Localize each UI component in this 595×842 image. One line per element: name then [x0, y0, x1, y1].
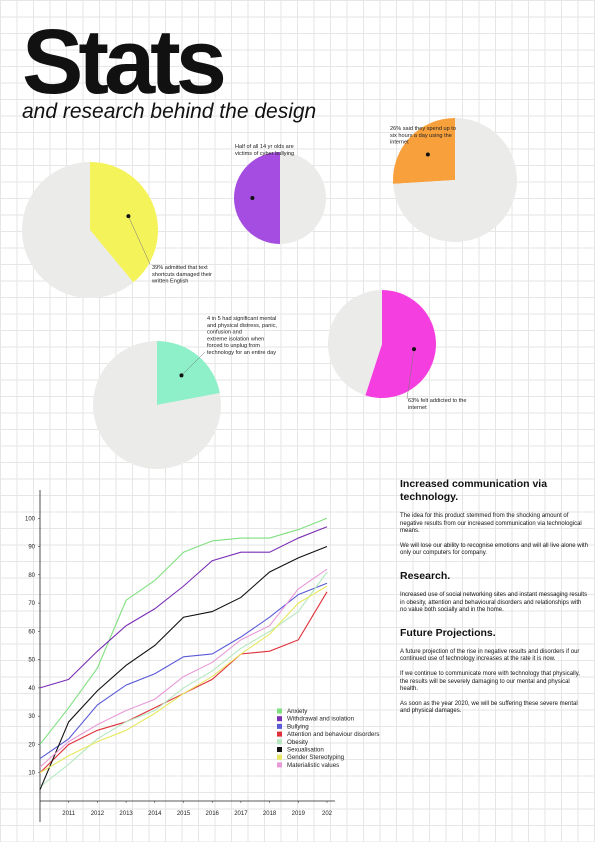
annotation: shortcuts damaged their [152, 272, 212, 278]
marker-dot [412, 347, 417, 352]
pie-slice [393, 118, 455, 184]
pie-slice [280, 152, 326, 244]
y-tick-label: 100 [25, 516, 36, 522]
legend-swatch [277, 747, 282, 752]
annotation: Half of all 14 yr olds are [235, 144, 294, 150]
data-line [39, 546, 328, 790]
data-line [39, 526, 328, 689]
x-tick-label: 2011 [62, 811, 76, 817]
section-paragraph: If we continue to communicate more with … [400, 670, 580, 693]
y-tick-label: 90 [28, 545, 35, 551]
annotation: confusion and [207, 330, 242, 336]
annotation: forced to unplug from [207, 343, 260, 349]
marker-dot [126, 214, 131, 219]
x-tick-label: 2018 [263, 811, 277, 817]
y-tick-label: 50 [28, 658, 35, 664]
section-paragraph: We will lose our ability to recognise em… [400, 542, 588, 557]
data-line [39, 571, 328, 788]
legend-label: Withdrawal and isolation [287, 716, 355, 723]
data-line [39, 568, 328, 768]
section-paragraph: Increased use of social networking sites… [400, 591, 588, 614]
marker-dot [250, 196, 255, 200]
section-paragraph: A future projection of the rise in negat… [400, 648, 580, 663]
section-heading: Increased communication via technology. [400, 478, 548, 503]
legend-label: Anxiety [287, 708, 308, 715]
annotation: 26% said they spend up to [390, 126, 456, 132]
legend-swatch [277, 716, 282, 722]
leader-line [181, 351, 206, 376]
y-tick-label: 40 [28, 686, 35, 692]
annotation: extreme isolation when [207, 336, 264, 342]
leader-line [406, 349, 415, 400]
y-tick-label: 70 [28, 601, 35, 607]
x-tick-label: 2013 [119, 811, 133, 817]
legend-label: Gender Stereotyping [287, 754, 345, 761]
page-title: Stats [22, 11, 227, 113]
section: Increased communication via technology. T… [400, 478, 588, 558]
pie-slice [327, 290, 382, 396]
marker-dot [425, 152, 430, 157]
y-tick-label: 20 [28, 742, 35, 748]
pie-slice [93, 341, 221, 469]
y-tick-label: 30 [28, 714, 35, 720]
section-paragraph: The idea for this product stemmed from t… [400, 513, 582, 535]
pie-slice [90, 162, 159, 283]
legend-swatch [277, 739, 282, 745]
annotation: 39% admitted that text [152, 265, 208, 271]
legend-label: Sexualisation [287, 747, 324, 754]
pie-slice [234, 152, 280, 244]
x-tick-label: 2019 [292, 811, 306, 817]
pie-slice [157, 341, 220, 405]
x-tick-label: 2012 [91, 811, 105, 817]
annotation: victims of cyber bullying [235, 151, 294, 157]
pie-slice [365, 290, 437, 399]
x-tick-label: 2017 [234, 811, 248, 817]
y-tick-label: 10 [28, 771, 35, 777]
legend-swatch [277, 723, 282, 729]
text-column: Increased communication via technology. T… [400, 478, 588, 728]
legend-swatch [277, 754, 282, 760]
legend-label: Attention and behaviour disorders [287, 731, 380, 738]
y-tick-label: 80 [28, 573, 35, 579]
section-heading: Research. [400, 569, 451, 582]
annotation: internet [390, 140, 409, 146]
legend-swatch [277, 731, 282, 737]
annotation: 4 in 5 had significant mental [207, 316, 276, 322]
section: Research. Increased use of social network… [400, 570, 588, 615]
annotation: 63% felt addicted to the [408, 398, 466, 404]
legend-label: Obesity [287, 739, 309, 746]
leader-line [128, 216, 151, 265]
x-tick-label: 2016 [206, 811, 220, 817]
annotation: six hours a day using the [390, 133, 452, 139]
section: Future Projections. A future projection o… [400, 627, 588, 716]
page-subtitle: and research behind the design [22, 100, 317, 123]
legend-swatch [277, 708, 282, 714]
x-tick-label: 2014 [148, 811, 162, 817]
x-tick-label: 202 [322, 811, 333, 817]
data-line [39, 517, 328, 745]
annotation: technology for an entire day [207, 350, 276, 356]
legend-swatch [277, 762, 282, 768]
marker-dot [179, 373, 184, 378]
pie-slice [393, 117, 517, 242]
data-line [39, 585, 328, 774]
annotation: and physical distress, panic, [207, 323, 277, 329]
pie-slice [22, 162, 134, 298]
annotation: written English [151, 279, 188, 285]
section-heading: Future Projections. [400, 626, 496, 639]
data-line [39, 582, 328, 760]
x-tick-label: 2015 [177, 811, 191, 817]
legend-label: Materialistic values [287, 762, 339, 769]
section-paragraph: As soon as the year 2020, we will be suf… [400, 700, 578, 715]
annotation: internet [408, 405, 427, 411]
y-tick-label: 60 [28, 629, 35, 635]
legend-label: Bullying [287, 723, 309, 730]
